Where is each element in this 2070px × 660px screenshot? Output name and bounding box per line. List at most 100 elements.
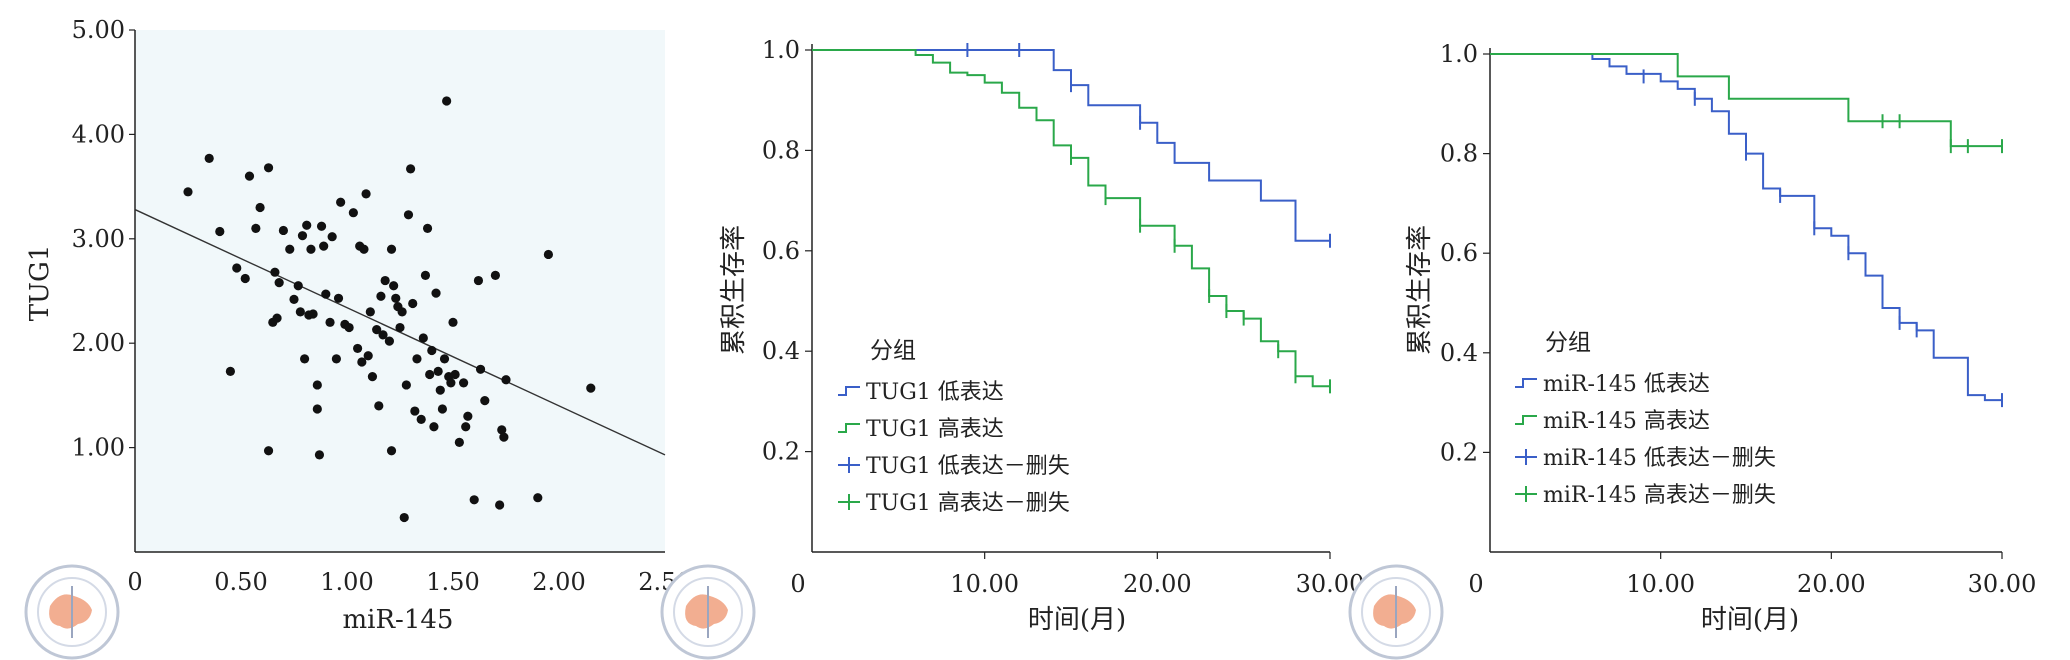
scatter-point [469, 495, 479, 505]
scatter-point [412, 354, 422, 364]
scatter-point [454, 437, 464, 447]
km-mir145-x-tick-label: 20.00 [1797, 570, 1866, 598]
seal-inner-ring [1361, 577, 1431, 647]
scatter-point [372, 325, 382, 335]
scatter-x-tick-label: 0.50 [214, 568, 267, 596]
seal-map-shape [49, 594, 92, 629]
seal-map-shape [685, 594, 728, 629]
scatter-point [416, 414, 426, 425]
scatter-point [473, 275, 484, 286]
seal-map-shape [1373, 594, 1416, 629]
scatter-plot-background [135, 30, 665, 552]
scatter-point [344, 322, 354, 333]
scatter-point [316, 221, 327, 231]
scatter-y-tick-label: 2.00 [72, 329, 125, 357]
scatter-point [302, 220, 312, 230]
scatter-point [433, 366, 443, 376]
scatter-point [263, 163, 274, 173]
km-tug1-y-tick-label: 0.8 [762, 136, 800, 164]
scatter-point [376, 291, 386, 301]
km-tug1-legend-item: TUG1 高表达－删失 [866, 491, 1070, 516]
scatter-point [378, 330, 388, 340]
scatter-point [380, 275, 390, 286]
km-tug1-x-tick-label: 20.00 [1123, 570, 1192, 598]
scatter-point [289, 294, 299, 304]
scatter-point [391, 293, 401, 303]
scatter-point [450, 369, 460, 380]
km-tug1-legend-swatch [838, 423, 860, 433]
scatter-x-tick-label: 0 [127, 568, 142, 596]
scatter-point [386, 244, 397, 254]
km-mir145-legend-item: miR-145 高表达－删失 [1543, 483, 1776, 508]
regression-line [134, 208, 666, 456]
scatter-point [285, 244, 295, 254]
scatter-point [480, 396, 490, 406]
scatter-point [244, 171, 255, 181]
km-tug1-panel: 0 10.00 20.00 30.000.20.40.60.81.0 累积生存率 时间… [719, 36, 1364, 635]
scatter-point [321, 289, 331, 299]
scatter-point [353, 343, 363, 354]
scatter-point [495, 500, 505, 510]
scatter-point [384, 336, 394, 346]
scatter-point [314, 450, 325, 460]
km-tug1-x-tick-label: 10.00 [950, 570, 1019, 598]
scatter-point [403, 210, 414, 220]
scatter-x-tick-label: 2.00 [532, 568, 585, 596]
scatter-point [312, 380, 322, 390]
km-tug1-y-tick-label: 0.6 [762, 237, 800, 265]
scatter-point [439, 354, 450, 364]
km-mir145-x-tick-label: 10.00 [1626, 570, 1695, 598]
scatter-axes [129, 29, 666, 553]
km-tug1-series [812, 43, 1331, 394]
scatter-point [300, 354, 310, 364]
km-mir145-axes [1483, 48, 2003, 559]
scatter-x-tick-label: 1.00 [320, 568, 373, 596]
scatter-y-tick-label: 1.00 [72, 434, 125, 462]
scatter-point [543, 249, 554, 260]
km-tug1-axes [805, 44, 1331, 559]
scatter-point [497, 425, 507, 435]
scatter-point [399, 512, 409, 523]
scatter-point [232, 263, 242, 273]
km-mir145-panel: 0 10.00 20.00 30.00 0.2 0.4 0.6 0.8 1.0 累积生存率 时间… [1405, 40, 2036, 635]
km-mir145-legend-swatch [1515, 378, 1537, 388]
scatter-point [437, 404, 447, 414]
scatter-point [361, 189, 371, 199]
scatter-point [363, 351, 373, 361]
scatter-point [240, 273, 250, 284]
km-mir145-tick-labels: 0 10.00 20.00 30.00 0.2 0.4 0.6 0.8 1.0 [1440, 40, 2037, 598]
km-mir145-x-axis-label: 时间(月) [1701, 605, 1799, 635]
scatter-point [463, 411, 473, 421]
km-tug1-series-line [812, 49, 1330, 242]
scatter-point [490, 270, 500, 280]
scatter-point [499, 432, 509, 442]
km-tug1-legend-swatch [838, 386, 860, 396]
seal-emblem [660, 564, 756, 660]
scatter-point [425, 369, 435, 380]
km-mir145-legend: 分组 miR-145 低表达 miR-145 高表达 miR-145 低表达－删失 m… [1515, 330, 1776, 508]
scatter-point [422, 223, 433, 233]
scatter-point [278, 225, 288, 236]
scatter-point [359, 244, 369, 254]
scatter-x-tick-label: 1.50 [426, 568, 479, 596]
scatter-point [435, 385, 445, 395]
scatter-point [357, 357, 367, 367]
scatter-point [255, 202, 265, 213]
scatter-point [448, 317, 458, 327]
scatter-point [475, 364, 486, 374]
km-tug1-legend-item: TUG1 低表达 [866, 380, 1004, 405]
km-tug1-legend-item: TUG1 高表达 [866, 417, 1004, 442]
scatter-point [204, 153, 214, 164]
scatter-point [367, 372, 378, 382]
km-mir145-x-tick-label: 0 [1468, 570, 1483, 598]
scatter-point [272, 313, 282, 323]
scatter-point [442, 96, 452, 106]
scatter-point [427, 345, 437, 356]
seal-emblem [1348, 564, 1444, 660]
scatter-points [183, 96, 596, 523]
scatter-point [459, 378, 469, 388]
km-tug1-y-tick-label: 0.4 [762, 337, 800, 365]
km-mir145-series [1490, 53, 2003, 408]
scatter-y-tick-label: 5.00 [72, 16, 125, 44]
